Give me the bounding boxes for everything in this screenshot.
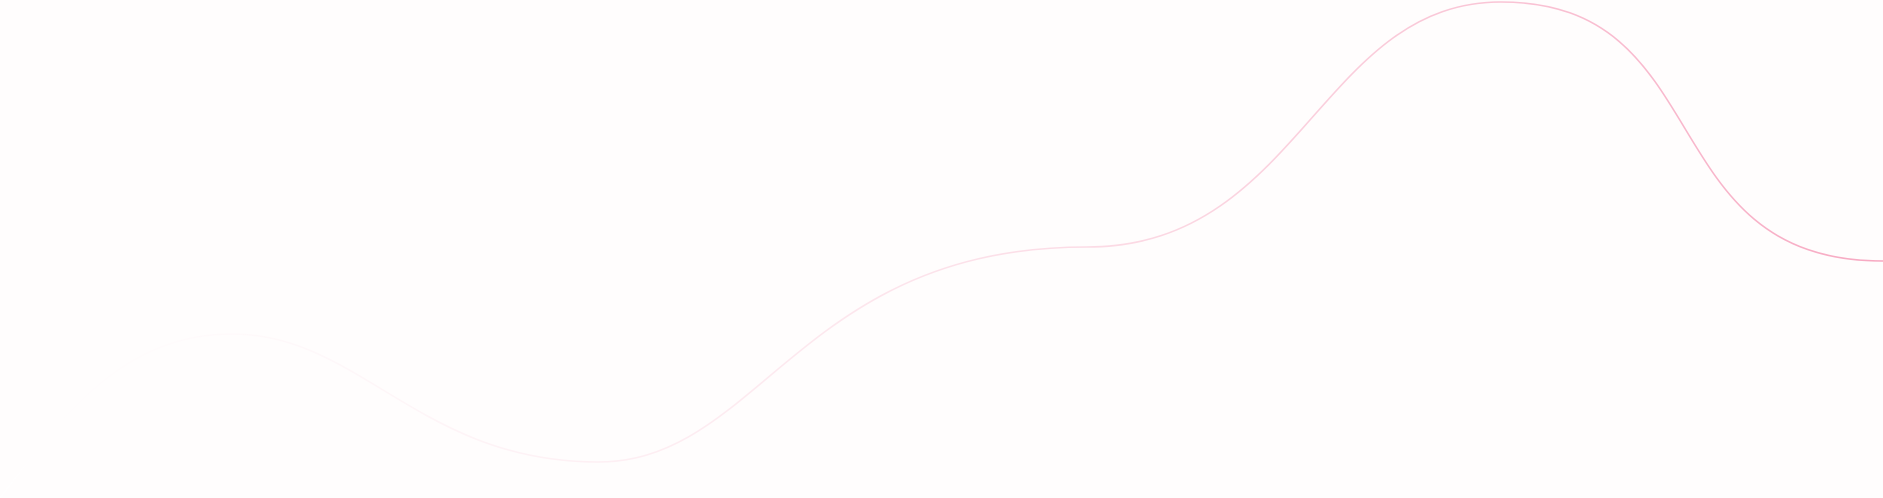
decorative-wave xyxy=(0,1,1883,498)
wave-line xyxy=(0,1,1883,498)
